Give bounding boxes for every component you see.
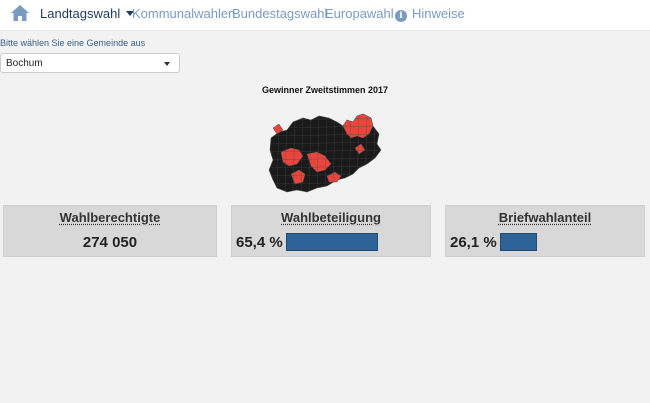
map-border-line bbox=[292, 115, 296, 192]
chevron-down-icon bbox=[164, 62, 170, 66]
nav-landtagswahl-label: Landtagswahl bbox=[40, 6, 121, 21]
nav-kommunalwahlen[interactable]: Kommunalwahlen bbox=[132, 6, 236, 21]
map-border-line bbox=[308, 115, 312, 192]
info-icon: i bbox=[395, 10, 407, 22]
briefwahlanteil-bar bbox=[500, 233, 537, 251]
nav-bundestagswahl[interactable]: Bundestagswahl bbox=[232, 6, 328, 21]
nav-hinweise-label: Hinweise bbox=[412, 6, 465, 21]
card-wahlbeteiligung-value: 65,4 % bbox=[236, 234, 283, 251]
card-briefwahlanteil-value: 26,1 % bbox=[450, 234, 497, 251]
card-wahlbeteiligung-title: Wahlbeteiligung bbox=[281, 210, 381, 225]
card-wahlberechtigte: Wahlberechtigte 274 050 bbox=[3, 205, 217, 257]
card-wahlberechtigte-value: 274 050 bbox=[82, 234, 138, 251]
navbar: Landtagswahl Kommunalwahlen Bundestagswa… bbox=[0, 0, 650, 31]
map-border-line bbox=[269, 157, 381, 161]
map-border-line bbox=[300, 115, 304, 192]
card-wahlbeteiligung: Wahlbeteiligung 65,4 % bbox=[231, 205, 431, 257]
gemeinde-select-value: Bochum bbox=[6, 58, 43, 69]
card-wahlberechtigte-title: Wahlberechtigte bbox=[59, 210, 161, 225]
map-border-line bbox=[269, 115, 272, 192]
home-icon[interactable] bbox=[10, 4, 30, 22]
map-region-red bbox=[272, 123, 284, 135]
map-border-line bbox=[269, 149, 381, 153]
map-border-line bbox=[316, 115, 320, 192]
map-region-red bbox=[280, 147, 304, 167]
map-region-red bbox=[326, 171, 342, 183]
nav-landtagswahl[interactable]: Landtagswahl bbox=[40, 6, 135, 21]
nav-europawahl[interactable]: Europawahl bbox=[325, 6, 394, 21]
map-border-line bbox=[269, 141, 381, 145]
card-briefwahlanteil: Briefwahlanteil 26,1 % bbox=[445, 205, 645, 257]
nrw-winner-map bbox=[268, 113, 382, 193]
caret-down-icon bbox=[126, 11, 135, 16]
map-border-line bbox=[324, 115, 328, 192]
gemeinde-prompt: Bitte wählen Sie eine Gemeinde aus bbox=[0, 38, 146, 48]
wahlbeteiligung-bar bbox=[286, 233, 378, 251]
gemeinde-select[interactable]: Bochum bbox=[0, 53, 180, 73]
map-border-line bbox=[269, 133, 381, 137]
map-border-line bbox=[332, 115, 336, 192]
map-region-red bbox=[354, 143, 366, 155]
card-briefwahlanteil-title: Briefwahlanteil bbox=[498, 210, 592, 225]
nav-hinweise[interactable]: i Hinweise bbox=[395, 6, 465, 22]
map-title: Gewinner Zweitstimmen 2017 bbox=[261, 85, 389, 95]
